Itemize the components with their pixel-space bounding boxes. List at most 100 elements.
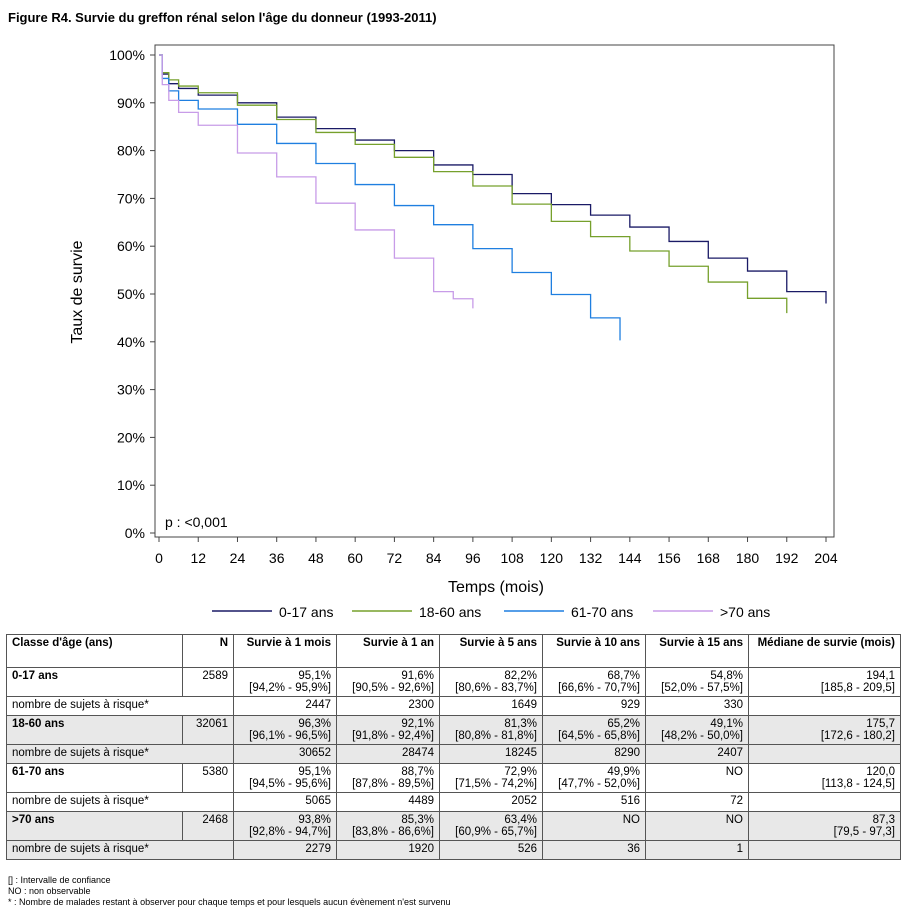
x-tick-label: 204: [814, 550, 838, 566]
survival-cell: 91,6% [90,5% - 92,6%]: [336, 667, 440, 697]
at-risk-count: 5065: [233, 792, 337, 812]
survival-value: 54,8%: [710, 670, 743, 682]
survival-cell: 93,8% [92,8% - 94,7%]: [233, 811, 337, 841]
table-row: 61-70 ans 5380 95,1% [94,5% - 95,6%] 88,7% [8…: [6, 763, 901, 793]
plot-frame: [154, 44, 835, 538]
at-risk-count: [748, 696, 901, 716]
survival-value: 175,7: [866, 718, 895, 730]
survival-cell: 175,7 [172,6 - 180,2]: [748, 715, 901, 745]
y-tick-label: 20%: [117, 429, 145, 445]
confidence-interval: [71,5% - 74,2%]: [455, 778, 537, 790]
at-risk-count: 18245: [439, 744, 543, 764]
row-age-class: 0-17 ans: [6, 667, 183, 697]
x-tick-label: 132: [579, 550, 603, 566]
survival-value: 88,7%: [401, 766, 434, 778]
x-tick-label: 48: [308, 550, 324, 566]
header-median-survival: Médiane de survie (mois): [748, 634, 901, 668]
at-risk-count: 516: [542, 792, 646, 812]
y-tick-label: 90%: [117, 95, 145, 111]
curve-61-70-ans: [159, 54, 621, 341]
figure-title: Figure R4. Survie du greffon rénal selon…: [8, 10, 437, 25]
row-risk-label: nombre de sujets à risque*: [6, 696, 234, 716]
y-tick-label: 80%: [117, 143, 145, 159]
x-tick-label: 108: [500, 550, 524, 566]
confidence-interval: [79,5 - 97,3]: [833, 826, 895, 838]
confidence-interval: [92,8% - 94,7%]: [249, 826, 331, 838]
survival-value: NO: [725, 766, 743, 778]
header-survival-5-years: Survie à 5 ans: [439, 634, 543, 668]
at-risk-count: 2300: [336, 696, 440, 716]
survival-value: 68,7%: [607, 670, 640, 682]
confidence-interval: [94,2% - 95,9%]: [249, 682, 331, 694]
survival-value: 87,3: [872, 814, 895, 826]
survival-cell: 68,7% [66,6% - 70,7%]: [542, 667, 646, 697]
at-risk-count: 1920: [336, 840, 440, 860]
table-row-at-risk: nombre de sujets à risque* 30652 28474 1824…: [6, 744, 901, 764]
at-risk-count: 330: [645, 696, 749, 716]
row-age-class: >70 ans: [6, 811, 183, 841]
survival-cell: 95,1% [94,5% - 95,6%]: [233, 763, 337, 793]
header-survival-1-month: Survie à 1 mois: [233, 634, 337, 668]
at-risk-count: 526: [439, 840, 543, 860]
at-risk-count: 2052: [439, 792, 543, 812]
x-tick-label: 96: [465, 550, 481, 566]
survival-value: 49,9%: [607, 766, 640, 778]
survival-cell: 65,2% [64,5% - 65,8%]: [542, 715, 646, 745]
survival-value: 96,3%: [298, 718, 331, 730]
x-tick-label: 156: [657, 550, 681, 566]
header-age-class: Classe d'âge (ans): [6, 634, 183, 668]
survival-value: 63,4%: [504, 814, 537, 826]
table-row: 18-60 ans 32061 96,3% [96,1% - 96,5%] 92,1%[…: [6, 715, 901, 745]
table-body: 0-17 ans 2589 95,1% [94,2% - 95,9%] 91,6% [90…: [6, 667, 901, 860]
survival-chart: 0% 10% 20% 30% 40% 50% 60% 70% 80% 90% 100% 0 12 24 3…: [69, 44, 838, 620]
at-risk-count: 2447: [233, 696, 337, 716]
confidence-interval: [80,6% - 83,7%]: [455, 682, 537, 694]
survival-cell: NO: [645, 811, 749, 841]
survival-value: 91,6%: [401, 670, 434, 682]
y-tick-label: 30%: [117, 382, 145, 398]
survival-value: 49,1%: [710, 718, 743, 730]
survival-cell: 49,9% [47,7% - 52,0%]: [542, 763, 646, 793]
survival-cell: 87,3 [79,5 - 97,3]: [748, 811, 901, 841]
x-tick-label: 144: [618, 550, 642, 566]
table-header-row: Classe d'âge (ans) N Survie à 1 mois Sur…: [6, 634, 901, 668]
note-confidence-interval: [] : Intervalle de confiance: [8, 875, 111, 885]
confidence-interval: [60,9% - 65,7%]: [455, 826, 537, 838]
row-risk-label: nombre de sujets à risque*: [6, 840, 234, 860]
survival-value: NO: [725, 814, 743, 826]
survival-value: 95,1%: [298, 670, 331, 682]
legend-label: 18-60 ans: [419, 604, 481, 620]
survival-table: Classe d'âge (ans) N Survie à 1 mois Sur…: [6, 634, 901, 860]
at-risk-count: 929: [542, 696, 646, 716]
legend-label: >70 ans: [720, 604, 770, 620]
survival-cell: 88,7% [87,8% - 89,5%]: [336, 763, 440, 793]
legend-label: 0-17 ans: [279, 604, 333, 620]
y-axis: 0% 10% 20% 30% 40% 50% 60% 70% 80% 90% 100%: [109, 47, 155, 541]
confidence-interval: [96,1% - 96,5%]: [249, 730, 331, 742]
survival-cell: 63,4% [60,9% - 65,7%]: [439, 811, 543, 841]
header-survival-10-years: Survie à 10 ans: [542, 634, 646, 668]
row-risk-label: nombre de sujets à risque*: [6, 744, 234, 764]
at-risk-count: 1649: [439, 696, 543, 716]
y-tick-label: 50%: [117, 286, 145, 302]
legend-label: 61-70 ans: [571, 604, 633, 620]
confidence-interval: [66,6% - 70,7%]: [558, 682, 640, 694]
row-n: 2468: [182, 811, 234, 841]
confidence-interval: [64,5% - 65,8%]: [558, 730, 640, 742]
confidence-interval: [90,5% - 92,6%]: [352, 682, 434, 694]
p-value-annotation: p : <0,001: [165, 514, 228, 530]
survival-value: 85,3%: [401, 814, 434, 826]
x-tick-label: 72: [387, 550, 403, 566]
y-tick-label: 10%: [117, 477, 145, 493]
confidence-interval: [91,8% - 92,4%]: [352, 730, 434, 742]
x-tick-label: 0: [155, 550, 163, 566]
x-tick-label: 84: [426, 550, 442, 566]
header-survival-1-year: Survie à 1 an: [336, 634, 440, 668]
at-risk-count: 2407: [645, 744, 749, 764]
survival-cell: 72,9% [71,5% - 74,2%]: [439, 763, 543, 793]
x-tick-label: 60: [347, 550, 363, 566]
at-risk-count: 30652: [233, 744, 337, 764]
header-n: N: [182, 634, 234, 668]
confidence-interval: [185,8 - 209,5]: [820, 682, 895, 694]
confidence-interval: [87,8% - 89,5%]: [352, 778, 434, 790]
